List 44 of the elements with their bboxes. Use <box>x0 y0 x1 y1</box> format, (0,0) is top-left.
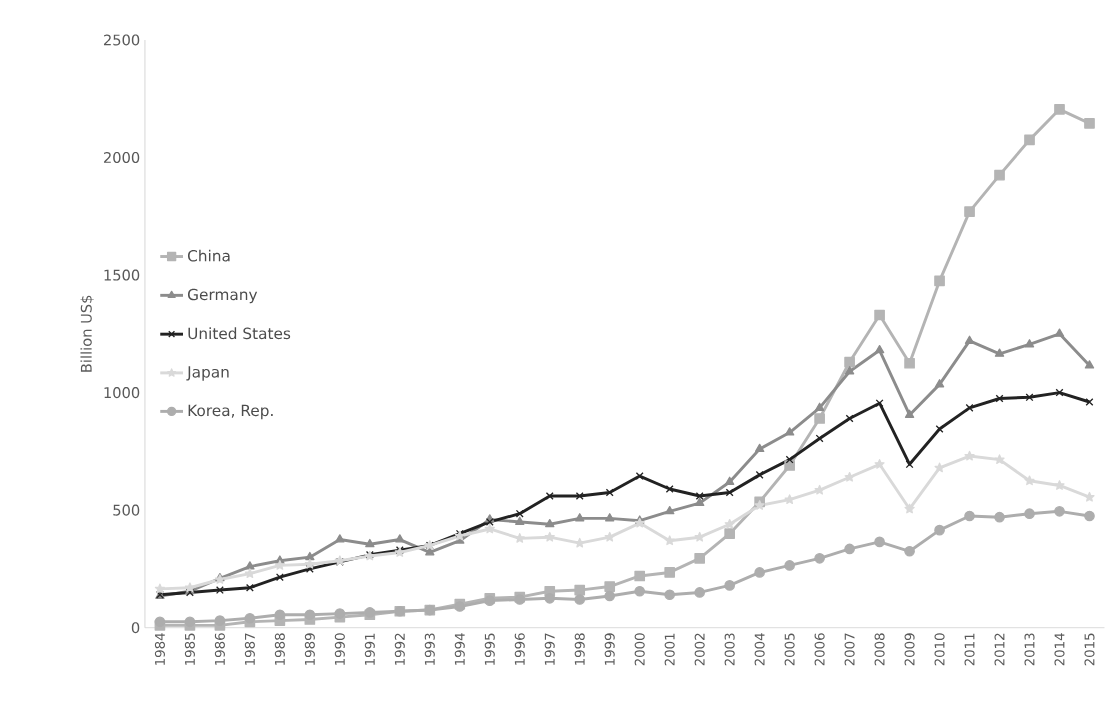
x-tick-label: 1996 <box>514 633 525 666</box>
x-tick-label: 1993 <box>424 633 435 666</box>
x-tick-label: 2008 <box>874 633 885 666</box>
x-tick-label: 1997 <box>544 633 555 666</box>
x-tick-label: 2012 <box>994 633 1005 666</box>
x-tick-label: 2011 <box>964 633 975 666</box>
x-tick-label: 1994 <box>454 633 465 666</box>
y-tick-label: 2500 <box>103 34 140 46</box>
y-tick-label: 1000 <box>104 387 140 399</box>
x-tick-label: 1992 <box>394 633 405 666</box>
x-tick-label: 2002 <box>694 633 705 666</box>
y-tick-label: 0 <box>131 622 140 634</box>
x-tick-label: 1990 <box>334 633 345 666</box>
x-tick-label: 1985 <box>184 633 195 666</box>
x-tick-label: 2010 <box>934 633 945 666</box>
legend-label: Germany <box>187 288 258 304</box>
x-tick-label: 2013 <box>1024 633 1035 666</box>
x-tick-label: 1989 <box>304 633 315 666</box>
legend-label: Korea, Rep. <box>188 404 273 420</box>
y-tick-label: 2000 <box>103 152 140 164</box>
x-tick-label: 1998 <box>574 633 585 666</box>
x-tick-label: 2007 <box>844 633 855 666</box>
x-tick-label: 1987 <box>244 633 255 666</box>
x-tick-label: 1995 <box>484 633 495 666</box>
x-tick-label: 2003 <box>724 633 735 666</box>
x-tick-label: 1986 <box>214 633 225 666</box>
x-tick-label: 2009 <box>904 633 915 666</box>
legend-label: Japan <box>186 366 229 381</box>
x-tick-label: 2001 <box>664 633 675 666</box>
x-tick-label: 1991 <box>364 633 375 666</box>
x-tick-label: 1988 <box>274 633 285 666</box>
x-tick-label: 2006 <box>814 633 825 666</box>
x-tick-label: 1984 <box>154 633 165 666</box>
x-tick-label: 2000 <box>634 633 645 666</box>
x-tick-label: 2014 <box>1054 633 1065 666</box>
y-tick-label: 1500 <box>104 269 140 281</box>
x-tick-label: 2005 <box>784 633 795 666</box>
x-tick-label: 2004 <box>754 633 765 666</box>
legend-label: United States <box>188 327 291 340</box>
legend-label: China <box>187 249 230 262</box>
y-axis-title: Billion US$ <box>80 295 94 372</box>
x-tick-label: 1999 <box>604 633 615 666</box>
x-tick-label: 2015 <box>1084 633 1095 666</box>
y-tick-label: 500 <box>113 504 140 516</box>
